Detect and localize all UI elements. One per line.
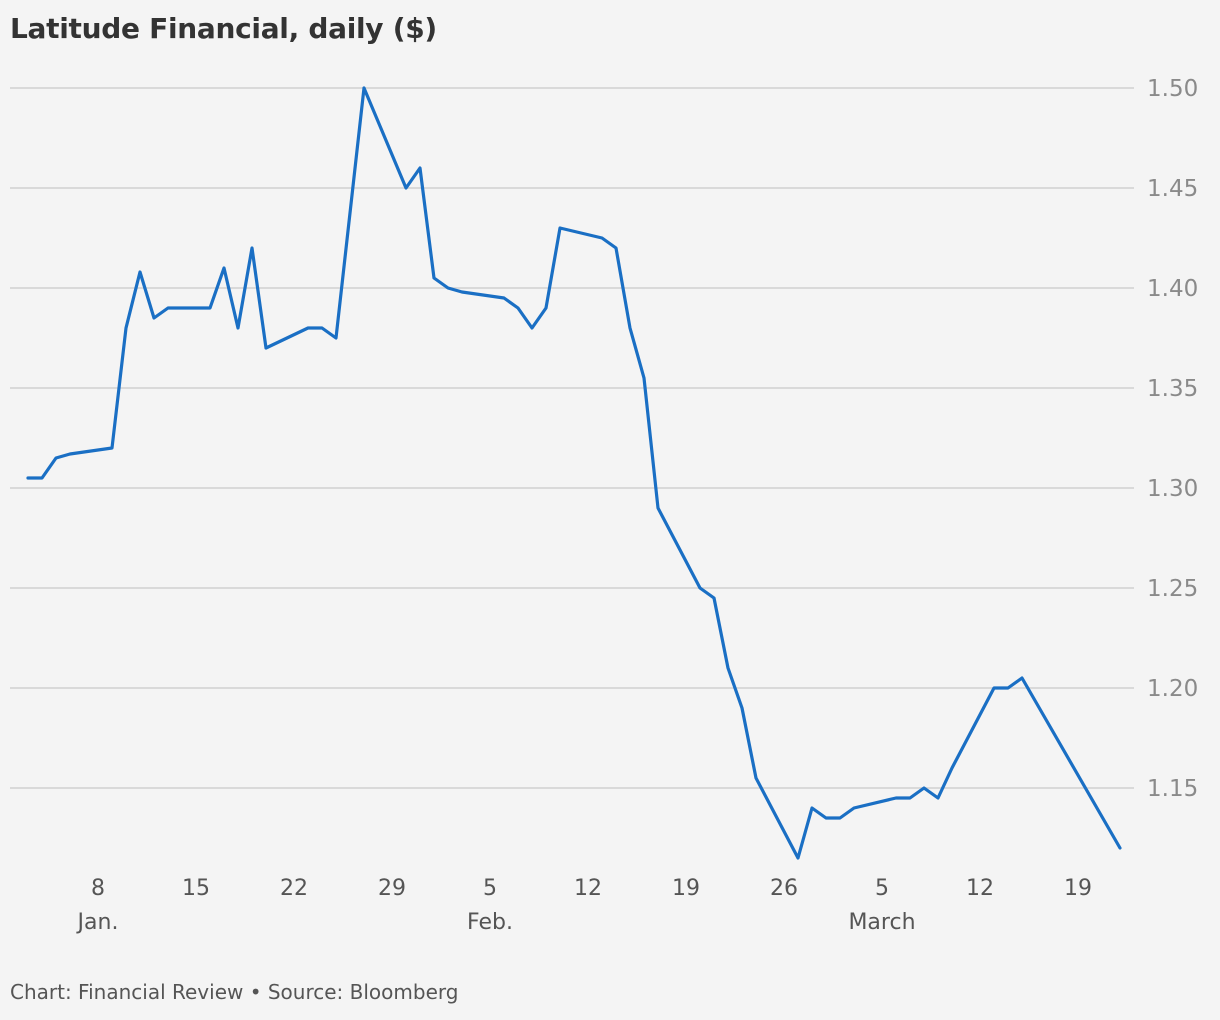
x-tick-label: 8 — [91, 876, 105, 901]
x-tick-label: 15 — [182, 876, 210, 901]
x-tick-label: 22 — [280, 876, 308, 901]
x-tick-label: 19 — [1064, 876, 1092, 901]
y-tick-label: 1.50 — [1147, 76, 1198, 102]
y-axis-tick-labels: 1.50 1.45 1.40 1.35 1.30 1.25 1.20 1.15 — [1147, 76, 1198, 802]
x-tick-label: 5 — [483, 876, 497, 901]
price-series-line — [26, 86, 1122, 860]
y-tick-label: 1.25 — [1147, 576, 1198, 602]
y-tick-label: 1.45 — [1147, 176, 1198, 202]
x-tick-label: 29 — [378, 876, 406, 901]
chart-source-footer: Chart: Financial Review • Source: Bloomb… — [10, 980, 459, 1004]
y-tick-label: 1.20 — [1147, 676, 1198, 702]
y-tick-label: 1.30 — [1147, 476, 1198, 502]
x-month-label: Feb. — [467, 910, 513, 935]
chart-title: Latitude Financial, daily ($) — [10, 12, 437, 45]
series-line-layer — [26, 86, 1122, 860]
line-chart: 1.50 1.45 1.40 1.35 1.30 1.25 1.20 1.15 8 15 22 29… — [10, 76, 1198, 935]
x-tick-label: 5 — [875, 876, 889, 901]
y-tick-label: 1.15 — [1147, 776, 1198, 802]
gridlines — [10, 87, 1134, 789]
y-tick-label: 1.40 — [1147, 276, 1198, 302]
x-month-label: Jan. — [76, 910, 119, 935]
x-tick-label: 19 — [672, 876, 700, 901]
x-tick-label: 12 — [966, 876, 994, 901]
x-tick-label: 26 — [770, 876, 798, 901]
x-month-label: March — [848, 910, 915, 935]
x-axis-tick-labels: 8 15 22 29 5 12 19 26 5 12 19 Jan. Feb. March — [76, 876, 1092, 935]
y-tick-label: 1.35 — [1147, 376, 1198, 402]
x-tick-label: 12 — [574, 876, 602, 901]
